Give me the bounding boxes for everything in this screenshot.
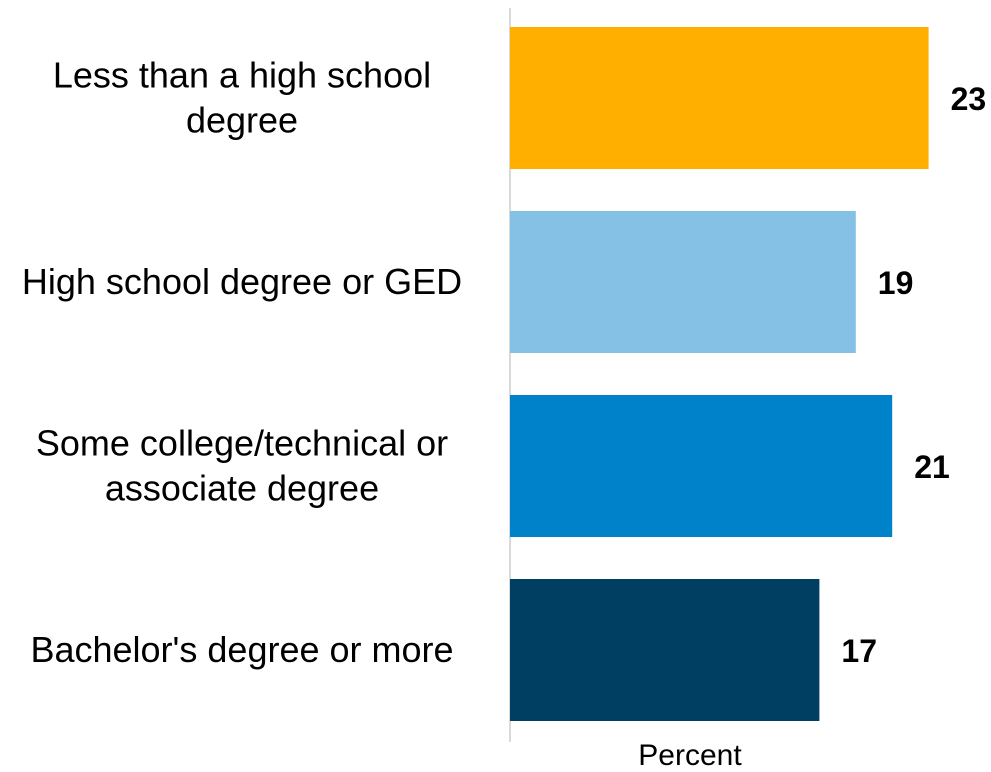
bar-1 [510,27,929,169]
category-label-4: Bachelor's degree or more [30,629,453,670]
category-label-line: Less than a high school [53,55,431,96]
bar-2 [510,211,856,353]
data-label-2: 19 [878,265,914,301]
category-labels-group: Less than a high school degree High school… [22,55,462,671]
bars-group [510,27,929,721]
data-label-3: 21 [914,449,950,485]
category-label-line: High school degree or GED [22,261,462,302]
category-label-line: associate degree [105,468,379,509]
category-label-1: Less than a high school degree [53,55,431,141]
data-labels-group: 23 19 21 17 [841,81,986,669]
category-label-line: Bachelor's degree or more [30,629,453,670]
category-label-line: Some college/technical or [36,423,448,464]
category-label-2: High school degree or GED [22,261,462,302]
category-label-line: degree [186,100,298,141]
data-label-1: 23 [951,81,987,117]
bar-3 [510,395,893,537]
category-label-3: Some college/technical or associate degre… [36,423,448,509]
data-label-4: 17 [841,633,877,669]
bar-4 [510,579,820,721]
x-axis-title: Percent [638,739,742,772]
